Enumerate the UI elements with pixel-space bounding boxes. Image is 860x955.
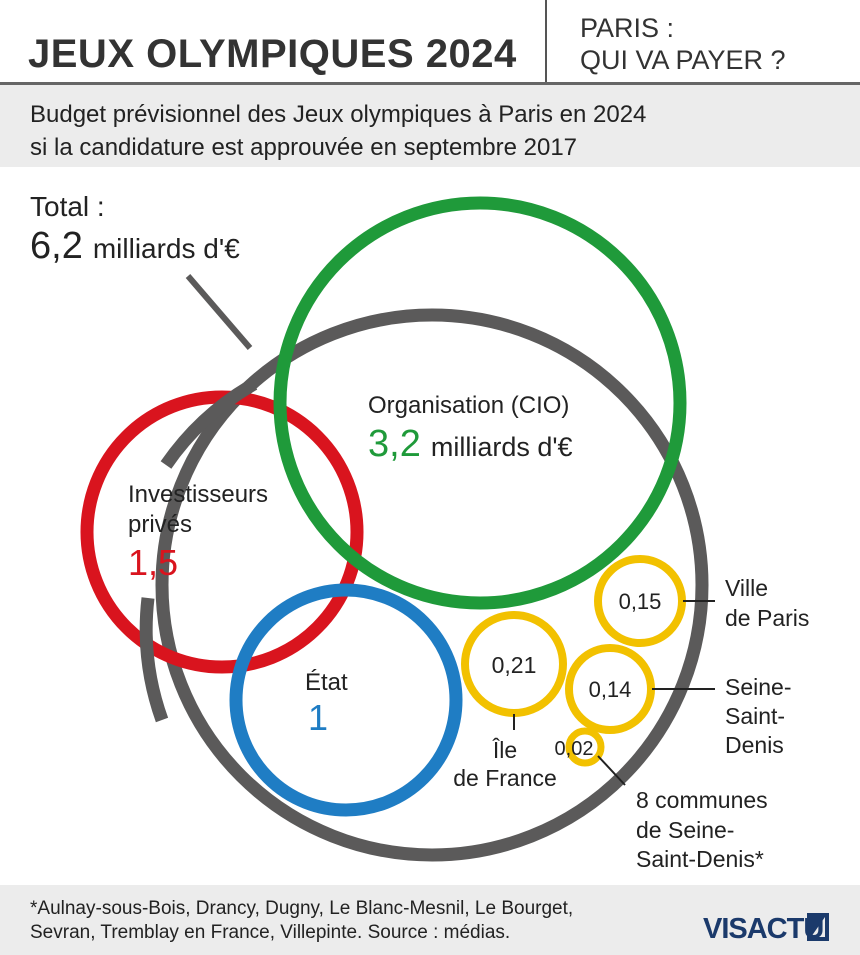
total-circle-overlap-lower [139, 597, 169, 723]
page-title: JEUX OLYMPIQUES 2024 [28, 32, 517, 76]
header-rule [0, 82, 860, 85]
idf-value: 0,21 [492, 652, 537, 678]
bubble-chart: Total : 6,2 milliards d'€ Organisation (C… [30, 191, 809, 872]
total-label: Total : [30, 191, 105, 222]
total-circle-overlap [160, 378, 258, 469]
total-circle [155, 308, 709, 862]
idf-label-line2: de France [453, 765, 557, 791]
ssd-label-line2: Saint- [725, 703, 785, 729]
total-unit: milliards d'€ [93, 233, 240, 264]
cio-circle [273, 196, 687, 610]
ssd-value: 0,14 [589, 677, 632, 702]
footnote-line1: *Aulnay-sous-Bois, Drancy, Dugny, Le Bla… [30, 898, 574, 919]
prives-circle [80, 390, 364, 674]
header [0, 0, 860, 84]
ssd-circle [565, 644, 655, 734]
ssd-label-line1: Seine- [725, 674, 791, 700]
cio-unit: milliards d'€ [431, 432, 573, 462]
etat-value: 1 [308, 697, 328, 738]
visactu-logo: VISACTU [703, 913, 829, 945]
etat-label: État [305, 669, 348, 696]
ssd-label-line3: Denis [725, 732, 784, 758]
etat-circle [229, 583, 463, 817]
prives-label-line1: Investisseurs [128, 481, 268, 508]
footnote-line2: Sevran, Tremblay en France, Villepinte. … [30, 922, 511, 943]
subtitle-band [0, 85, 860, 167]
header-divider [545, 0, 547, 82]
prives-value: 1,5 [128, 542, 178, 583]
paris-label-line1: Ville [725, 575, 768, 601]
communes-value: 0,02 [555, 738, 594, 760]
subtitle-line2: si la candidature est approuvée en septe… [30, 134, 578, 161]
cio-value: 3,2 [368, 423, 421, 465]
idf-circle [461, 611, 567, 717]
paris-value: 0,15 [619, 589, 662, 614]
paris-circle [594, 555, 686, 647]
footer-band [0, 885, 860, 955]
communes-label-line2: de Seine- [636, 817, 734, 843]
communes-label-line1: 8 communes [636, 787, 768, 813]
total-value: 6,2 [30, 225, 83, 267]
side-title-line2: QUI VA PAYER ? [580, 45, 786, 75]
cio-value-text: 3,2 milliards d'€ [368, 423, 573, 465]
footnote: *Aulnay-sous-Bois, Drancy, Dugny, Le Bla… [30, 897, 573, 945]
logo-text: VISACTU [703, 913, 823, 945]
subtitle: Budget prévisionnel des Jeux olympiques … [30, 98, 646, 164]
idf-label-line1: Île [492, 737, 517, 763]
logo-mark-icon [807, 913, 829, 941]
paris-label-line2: de Paris [725, 605, 809, 631]
total-pointer-line [185, 274, 253, 350]
side-title: PARIS : QUI VA PAYER ? [580, 12, 786, 76]
prives-label-line2: privés [128, 511, 192, 538]
communes-leader-line [597, 755, 626, 786]
total-value-text: 6,2 milliards d'€ [30, 225, 240, 267]
communes-label-line3: Saint-Denis* [636, 846, 764, 872]
cio-label: Organisation (CIO) [368, 392, 569, 419]
subtitle-line1: Budget prévisionnel des Jeux olympiques … [30, 101, 647, 128]
side-title-line1: PARIS : [580, 13, 675, 43]
communes-circle [565, 727, 605, 767]
